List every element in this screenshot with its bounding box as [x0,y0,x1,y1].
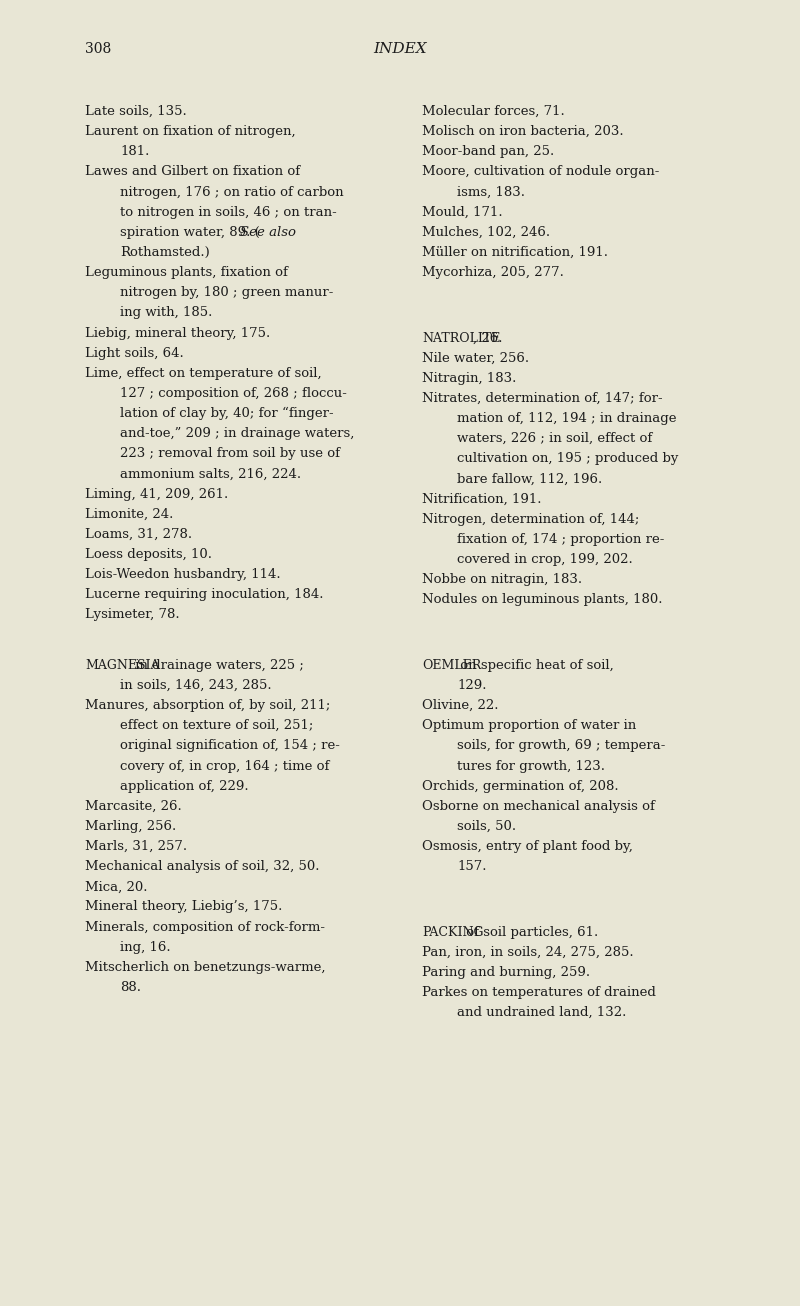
Text: application of, 229.: application of, 229. [120,780,249,793]
Text: OEMLER: OEMLER [422,658,482,671]
Text: Manures, absorption of, by soil, 211;: Manures, absorption of, by soil, 211; [85,699,330,712]
Text: and-toe,” 209 ; in drainage waters,: and-toe,” 209 ; in drainage waters, [120,427,354,440]
Text: Parkes on temperatures of drained: Parkes on temperatures of drained [422,986,656,999]
Text: Nitrogen, determination of, 144;: Nitrogen, determination of, 144; [422,513,639,526]
Text: Liming, 41, 209, 261.: Liming, 41, 209, 261. [85,487,228,500]
Text: tures for growth, 123.: tures for growth, 123. [457,760,605,773]
Text: 129.: 129. [457,679,486,692]
Text: Nitrates, determination of, 147; for-: Nitrates, determination of, 147; for- [422,392,662,405]
Text: Lysimeter, 78.: Lysimeter, 78. [85,609,180,622]
Text: 88.: 88. [120,981,141,994]
Text: Osmosis, entry of plant food by,: Osmosis, entry of plant food by, [422,840,633,853]
Text: Mica, 20.: Mica, 20. [85,880,147,893]
Text: Marls, 31, 257.: Marls, 31, 257. [85,840,187,853]
Text: soils, for growth, 69 ; tempera-: soils, for growth, 69 ; tempera- [457,739,666,752]
Text: Nile water, 256.: Nile water, 256. [422,351,529,364]
Text: Müller on nitrification, 191.: Müller on nitrification, 191. [422,246,608,259]
Text: 157.: 157. [457,861,486,874]
Text: 223 ; removal from soil by use of: 223 ; removal from soil by use of [120,448,340,460]
Text: Mechanical analysis of soil, 32, 50.: Mechanical analysis of soil, 32, 50. [85,861,319,874]
Text: Optimum proportion of water in: Optimum proportion of water in [422,720,636,733]
Text: ing with, 185.: ing with, 185. [120,307,212,320]
Text: Mycorhiza, 205, 277.: Mycorhiza, 205, 277. [422,266,564,279]
Text: Leguminous plants, fixation of: Leguminous plants, fixation of [85,266,288,279]
Text: in drainage waters, 225 ;: in drainage waters, 225 ; [130,658,303,671]
Text: Orchids, germination of, 208.: Orchids, germination of, 208. [422,780,618,793]
Text: MAGNESIA: MAGNESIA [85,658,159,671]
Text: original signification of, 154 ; re-: original signification of, 154 ; re- [120,739,340,752]
Text: and undrained land, 132.: and undrained land, 132. [457,1006,626,1019]
Text: ing, 16.: ing, 16. [120,940,170,953]
Text: Olivine, 22.: Olivine, 22. [422,699,498,712]
Text: covered in crop, 199, 202.: covered in crop, 199, 202. [457,552,633,565]
Text: soils, 50.: soils, 50. [457,820,516,833]
Text: Minerals, composition of rock-form-: Minerals, composition of rock-form- [85,921,325,934]
Text: INDEX: INDEX [373,42,427,56]
Text: Moor-band pan, 25.: Moor-band pan, 25. [422,145,554,158]
Text: Mould, 171.: Mould, 171. [422,205,502,218]
Text: NATROLITE: NATROLITE [422,332,500,345]
Text: spiration water, 89. (: spiration water, 89. ( [120,226,262,239]
Text: on specific heat of soil,: on specific heat of soil, [456,658,614,671]
Text: See also: See also [240,226,296,239]
Text: , 26.: , 26. [474,332,502,345]
Text: PACKING: PACKING [422,926,483,939]
Text: nitrogen, 176 ; on ratio of carbon: nitrogen, 176 ; on ratio of carbon [120,185,344,199]
Text: fixation of, 174 ; proportion re-: fixation of, 174 ; proportion re- [457,533,664,546]
Text: Rothamsted.): Rothamsted.) [120,246,210,259]
Text: Nitrification, 191.: Nitrification, 191. [422,492,542,505]
Text: Lucerne requiring inoculation, 184.: Lucerne requiring inoculation, 184. [85,588,323,601]
Text: Mitscherlich on benetzungs-warme,: Mitscherlich on benetzungs-warme, [85,961,326,974]
Text: Light soils, 64.: Light soils, 64. [85,346,184,359]
Text: Molisch on iron bacteria, 203.: Molisch on iron bacteria, 203. [422,125,624,138]
Text: Lime, effect on temperature of soil,: Lime, effect on temperature of soil, [85,367,322,380]
Text: mation of, 112, 194 ; in drainage: mation of, 112, 194 ; in drainage [457,413,677,426]
Text: waters, 226 ; in soil, effect of: waters, 226 ; in soil, effect of [457,432,652,445]
Text: Pan, iron, in soils, 24, 275, 285.: Pan, iron, in soils, 24, 275, 285. [422,946,634,959]
Text: cultivation on, 195 ; produced by: cultivation on, 195 ; produced by [457,452,678,465]
Text: covery of, in crop, 164 ; time of: covery of, in crop, 164 ; time of [120,760,330,773]
Text: Moore, cultivation of nodule organ-: Moore, cultivation of nodule organ- [422,166,659,179]
Text: nitrogen by, 180 ; green manur-: nitrogen by, 180 ; green manur- [120,286,334,299]
Text: Molecular forces, 71.: Molecular forces, 71. [422,104,565,118]
Text: ammonium salts, 216, 224.: ammonium salts, 216, 224. [120,468,301,481]
Text: Late soils, 135.: Late soils, 135. [85,104,186,118]
Text: Mulches, 102, 246.: Mulches, 102, 246. [422,226,550,239]
Text: Marcasite, 26.: Marcasite, 26. [85,799,182,812]
Text: 127 ; composition of, 268 ; floccu-: 127 ; composition of, 268 ; floccu- [120,387,347,400]
Text: Marling, 256.: Marling, 256. [85,820,176,833]
Text: Lois-Weedon husbandry, 114.: Lois-Weedon husbandry, 114. [85,568,281,581]
Text: Loess deposits, 10.: Loess deposits, 10. [85,549,212,562]
Text: Mineral theory, Liebig’s, 175.: Mineral theory, Liebig’s, 175. [85,900,282,913]
Text: Lawes and Gilbert on fixation of: Lawes and Gilbert on fixation of [85,166,300,179]
Text: Loams, 31, 278.: Loams, 31, 278. [85,528,192,541]
Text: Nitragin, 183.: Nitragin, 183. [422,372,516,385]
Text: Laurent on fixation of nitrogen,: Laurent on fixation of nitrogen, [85,125,296,138]
Text: Nobbe on nitragin, 183.: Nobbe on nitragin, 183. [422,573,582,586]
Text: of soil particles, 61.: of soil particles, 61. [462,926,598,939]
Text: effect on texture of soil, 251;: effect on texture of soil, 251; [120,720,314,733]
Text: to nitrogen in soils, 46 ; on tran-: to nitrogen in soils, 46 ; on tran- [120,205,337,218]
Text: Liebig, mineral theory, 175.: Liebig, mineral theory, 175. [85,326,270,340]
Text: Limonite, 24.: Limonite, 24. [85,508,174,521]
Text: Paring and burning, 259.: Paring and burning, 259. [422,966,590,980]
Text: isms, 183.: isms, 183. [457,185,525,199]
Text: bare fallow, 112, 196.: bare fallow, 112, 196. [457,473,602,486]
Text: Osborne on mechanical analysis of: Osborne on mechanical analysis of [422,799,655,812]
Text: Nodules on leguminous plants, 180.: Nodules on leguminous plants, 180. [422,593,662,606]
Text: lation of clay by, 40; for “finger-: lation of clay by, 40; for “finger- [120,407,334,421]
Text: 181.: 181. [120,145,150,158]
Text: in soils, 146, 243, 285.: in soils, 146, 243, 285. [120,679,272,692]
Text: 308: 308 [85,42,111,56]
